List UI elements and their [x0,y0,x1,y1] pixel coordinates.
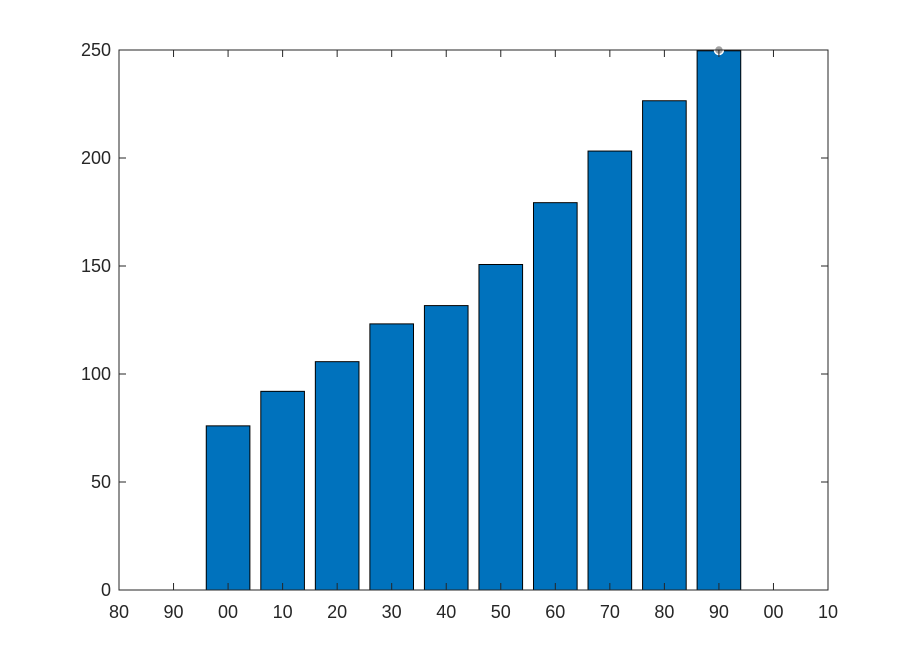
axes-layer [118,49,829,591]
x-tick-label: 80 [654,602,674,622]
y-tick-label: 50 [91,472,111,492]
x-tick-label: 10 [818,602,838,622]
bar [314,361,360,591]
x-tick-label: 00 [763,602,783,622]
bar [423,305,469,591]
bar [587,150,633,591]
x-tick-label: 60 [545,602,565,622]
bars-layer [205,50,742,591]
x-tick-label: 30 [382,602,402,622]
bar [369,323,415,591]
x-tick-label: 90 [709,602,729,622]
axes-box [118,49,829,591]
x-tick-label: 80 [109,602,129,622]
x-tick-label: 50 [491,602,511,622]
bar [642,100,687,591]
x-tick-label: 40 [436,602,456,622]
x-tick-label: 10 [273,602,293,622]
x-tick-label: 70 [600,602,620,622]
x-tick-label: 90 [164,602,184,622]
bar [532,202,578,591]
y-tick-label: 250 [81,40,111,60]
bar [260,390,305,591]
bar [205,425,251,591]
y-tick-label: 0 [101,580,111,600]
labels-layer: 0 50 100 150 200 250 80 90 00 10 20 30 40 50 60 70 80 90 0… [81,40,838,622]
bar [478,263,524,591]
y-tick-label: 200 [81,148,111,168]
x-tick-label: 00 [218,602,238,622]
x-tick-label: 20 [327,602,347,622]
y-tick-label: 100 [81,364,111,384]
y-tick-label: 150 [81,256,111,276]
bar [696,50,742,591]
